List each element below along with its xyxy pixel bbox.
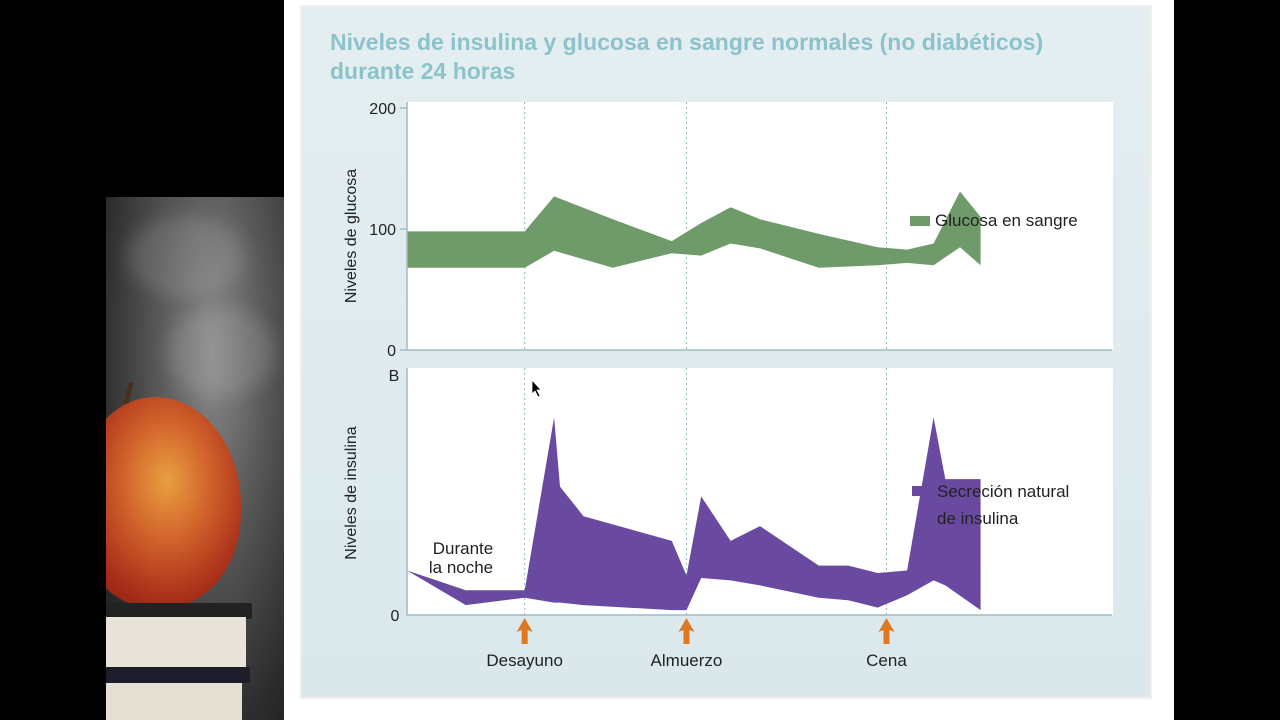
meal-label: Cena (866, 651, 907, 670)
book-image (106, 667, 250, 683)
y-tick-label: 0 (387, 343, 396, 360)
y-tick-label: 100 (369, 222, 396, 239)
glucose-y-axis-label: Niveles de glucosa (343, 169, 360, 303)
meal-arrow-icon (878, 618, 895, 644)
legend-swatch-insulin (912, 486, 932, 496)
book-image (106, 603, 252, 619)
background-photo (106, 197, 284, 720)
insulin-y-axis-label: Niveles de insulina (343, 426, 360, 560)
chart-title: Niveles de insulina y glucosa en sangre … (330, 29, 1044, 84)
meal-label: Desayuno (486, 651, 563, 670)
mouse-cursor-icon (531, 378, 542, 398)
insulin-y-tick-0: 0 (391, 608, 400, 625)
meal-arrow-icon (516, 618, 533, 644)
meal-label: Almuerzo (651, 651, 723, 670)
book-image (106, 617, 246, 669)
legend-label-insulin-line1: Secreción natural (937, 482, 1069, 501)
insulin-area-band (407, 417, 981, 611)
legend-label-glucose: Glucosa en sangre (935, 211, 1078, 230)
book-image (106, 683, 242, 720)
meal-arrow-icon (678, 618, 695, 644)
legend-swatch-glucose (910, 216, 930, 226)
y-tick-label: 200 (369, 101, 396, 118)
insulin-corner-label: B (389, 368, 400, 385)
glucose-area-band (407, 191, 981, 268)
legend-label-insulin-line2: de insulina (937, 509, 1019, 528)
annotation-line2: la noche (429, 558, 493, 577)
apple-image (106, 397, 241, 607)
annotation-line1: Durante (433, 539, 493, 558)
